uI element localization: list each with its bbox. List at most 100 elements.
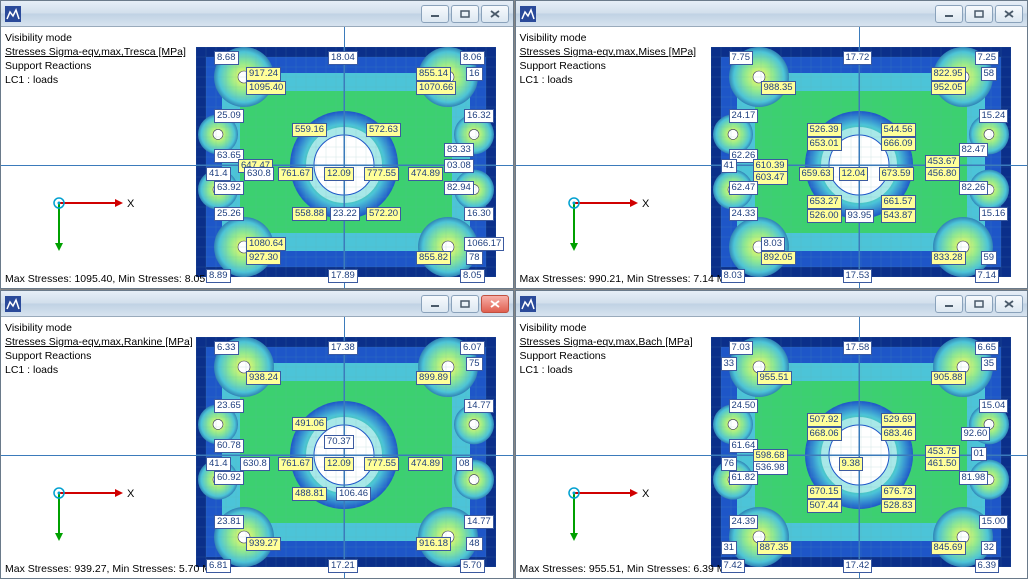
contour-plot: 6.3317.386.0775938.24899.8923.6514.77491… — [196, 337, 496, 567]
value-label: 653.27 — [807, 195, 842, 209]
value-label: 35 — [981, 357, 998, 371]
maximize-button[interactable] — [965, 295, 993, 313]
titlebar[interactable] — [516, 291, 1028, 317]
value-label: 9.38 — [839, 457, 864, 471]
stress-criterion: Stresses Sigma-eqv,max,Rankine [MPa] — [5, 335, 193, 349]
value-label: 61.82 — [729, 471, 759, 485]
legend-line: Visibility mode — [520, 321, 693, 335]
value-label: 7.14 — [975, 269, 1000, 283]
minimize-button[interactable] — [421, 5, 449, 23]
value-label: 526.00 — [807, 209, 842, 223]
legend-line: LC1 : loads — [5, 73, 186, 87]
stress-criterion: Stresses Sigma-eqv,max,Tresca [MPa] — [5, 45, 186, 59]
crosshair-vertical — [344, 27, 345, 288]
value-label: 31 — [721, 541, 738, 555]
value-label: 474.89 — [408, 457, 443, 471]
legend-line: LC1 : loads — [5, 363, 193, 377]
value-label: 887.35 — [757, 541, 792, 555]
legend-line: Visibility mode — [5, 321, 193, 335]
titlebar[interactable] — [1, 291, 513, 317]
value-label: 24.50 — [729, 399, 759, 413]
minimize-button[interactable] — [421, 295, 449, 313]
value-label: 833.28 — [931, 251, 966, 265]
value-label: 474.89 — [408, 167, 443, 181]
value-label: 76 — [721, 457, 738, 471]
stress-criterion: Stresses Sigma-eqv,max,Bach [MPa] — [520, 335, 693, 349]
value-label: 93.95 — [845, 209, 875, 223]
svg-text:X: X — [127, 198, 135, 210]
value-label: 572.20 — [366, 207, 401, 221]
contour-plot: 8.6818.048.06917.24855.14161095.401070.6… — [196, 47, 496, 277]
viewport[interactable]: Visibility mode Stresses Sigma-eqv,max,R… — [1, 317, 513, 578]
axis-triad: X — [41, 477, 141, 550]
maximize-button[interactable] — [451, 295, 479, 313]
value-label: 630.8 — [244, 167, 274, 181]
value-label: 08 — [456, 457, 473, 471]
value-label: 81.98 — [959, 471, 989, 485]
minimize-button[interactable] — [935, 5, 963, 23]
value-label: 17.89 — [328, 269, 358, 283]
app-icon — [520, 6, 536, 22]
value-label: 761.67 — [278, 167, 313, 181]
value-label: 461.50 — [925, 457, 960, 471]
legend-line: Support Reactions — [5, 349, 193, 363]
value-label: 32 — [981, 541, 998, 555]
minimize-button[interactable] — [935, 295, 963, 313]
value-label: 17.42 — [843, 559, 873, 573]
legend-line: Support Reactions — [520, 59, 697, 73]
value-label: 23.65 — [214, 399, 244, 413]
value-label: 25.09 — [214, 109, 244, 123]
fea-window: Visibility mode Stresses Sigma-eqv,max,T… — [0, 0, 514, 289]
value-label: 82.94 — [444, 181, 474, 195]
legend-block: Visibility mode Stresses Sigma-eqv,max,B… — [520, 321, 693, 377]
value-label: 23.22 — [330, 207, 360, 221]
value-label: 683.46 — [881, 427, 916, 441]
contour-plot: 7.7517.727.25822.9558988.35952.0524.1715… — [711, 47, 1011, 277]
value-label: 14.77 — [464, 515, 494, 529]
value-label: 12.09 — [324, 167, 354, 181]
value-label: 676.73 — [881, 485, 916, 499]
value-label: 106.46 — [336, 487, 371, 501]
viewport[interactable]: Visibility mode Stresses Sigma-eqv,max,M… — [516, 27, 1028, 288]
value-label: 1095.40 — [246, 81, 286, 95]
value-label: 75 — [466, 357, 483, 371]
maximize-button[interactable] — [965, 5, 993, 23]
value-label: 670.15 — [807, 485, 842, 499]
crosshair-horizontal — [1, 455, 513, 456]
legend-line: Visibility mode — [520, 31, 697, 45]
titlebar[interactable] — [1, 1, 513, 27]
value-label: 17.58 — [843, 341, 873, 355]
value-label: 899.89 — [416, 371, 451, 385]
value-label: 777.55 — [364, 167, 399, 181]
legend-block: Visibility mode Stresses Sigma-eqv,max,T… — [5, 31, 186, 87]
value-label: 15.04 — [979, 399, 1009, 413]
viewport[interactable]: Visibility mode Stresses Sigma-eqv,max,B… — [516, 317, 1028, 578]
value-label: 6.65 — [975, 341, 1000, 355]
value-label: 78 — [466, 251, 483, 265]
value-label: 60.92 — [214, 471, 244, 485]
maximize-button[interactable] — [451, 5, 479, 23]
value-label: 01 — [971, 447, 988, 461]
status-text: Max Stresses: 939.27, Min Stresses: 5.70… — [5, 563, 224, 575]
value-label: 60.78 — [214, 439, 244, 453]
close-button[interactable] — [481, 5, 509, 23]
value-label: 83.33 — [444, 143, 474, 157]
close-button[interactable] — [995, 295, 1023, 313]
value-label: 1066.17 — [464, 237, 504, 251]
value-label: 917.24 — [246, 67, 281, 81]
value-label: 17.53 — [843, 269, 873, 283]
value-label: 59 — [981, 251, 998, 265]
value-label: 526.39 — [807, 123, 842, 137]
value-label: 17.72 — [843, 51, 873, 65]
axis-triad: X — [556, 477, 656, 550]
fea-window: Visibility mode Stresses Sigma-eqv,max,R… — [0, 290, 514, 579]
status-text: Max Stresses: 955.51, Min Stresses: 6.39… — [520, 563, 739, 575]
value-label: 559.16 — [292, 123, 327, 137]
close-button[interactable] — [995, 5, 1023, 23]
value-label: 7.42 — [721, 559, 746, 573]
value-label: 507.92 — [807, 413, 842, 427]
crosshair-vertical — [859, 317, 860, 578]
titlebar[interactable] — [516, 1, 1028, 27]
close-button[interactable] — [481, 295, 509, 313]
viewport[interactable]: Visibility mode Stresses Sigma-eqv,max,T… — [1, 27, 513, 288]
